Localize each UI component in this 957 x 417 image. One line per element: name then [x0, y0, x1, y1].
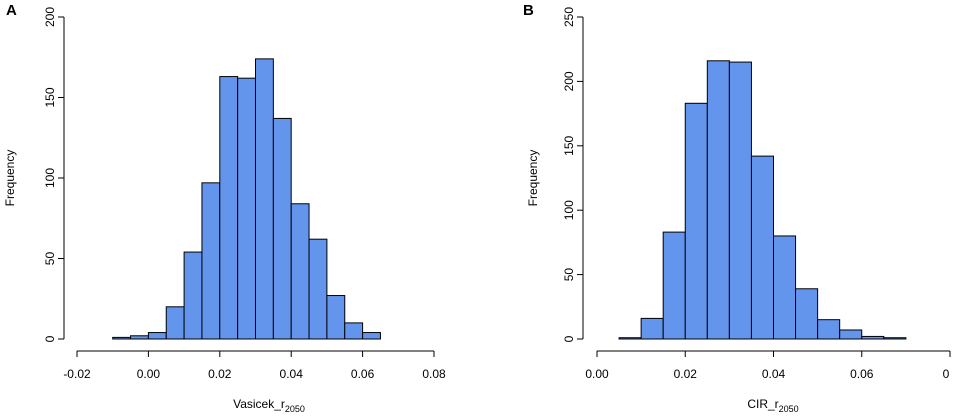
panel-b-bar-2	[662, 231, 686, 340]
panel-b-x-axis-title-main: CIR_r	[747, 397, 778, 411]
panel-b-x-ticks: 0.00 0.02 0.04 0.06 0	[585, 351, 951, 381]
panel-a-bar-3	[165, 306, 185, 340]
panel-b-bar-10	[839, 329, 863, 340]
panel-b-letter: B	[523, 2, 534, 19]
panel-a-bars	[112, 58, 381, 340]
panel-a-bar-14	[362, 332, 381, 340]
panel-a-x-tick-label-1: 0.00	[137, 367, 161, 381]
panel-b-bar-7	[773, 235, 797, 340]
panel-b-y-tick-label-1: 50	[562, 268, 576, 282]
panel-a-x-tick-label-3: 0.04	[280, 367, 304, 381]
panel-a-bar-6	[219, 76, 239, 340]
panel-b-bar-4	[706, 60, 730, 340]
panel-a-bar-1	[130, 335, 149, 340]
panel-b-x-axis-title-subscript: 2050	[779, 404, 799, 414]
panel-a-bar-13	[344, 322, 364, 340]
panel-a-y-tick-label-1: 50	[43, 252, 57, 266]
panel-a-bar-11	[308, 238, 328, 340]
panel-b-y-tick-label-2: 100	[562, 200, 576, 220]
panel-a-y-tick-label-3: 150	[43, 87, 57, 107]
panel-a-bar-7	[237, 77, 256, 340]
panel-b-y-tick-label-0: 0	[562, 335, 576, 342]
panel-b-y-tick-label-5: 250	[562, 7, 576, 27]
panel-a-y-tick-label-0: 0	[43, 335, 57, 342]
panel-b-bars	[618, 60, 907, 340]
panel-a-y-tick-label-4: 200	[43, 7, 57, 27]
panel-a-x-axis-title: Vasicek_r2050	[233, 397, 305, 414]
panel-a-bar-8	[255, 58, 274, 340]
panel-b-x-tick-label-0: 0.00	[585, 367, 609, 381]
panel-b-bar-1	[640, 317, 664, 340]
panel-b-x-tick-label-2: 0.04	[762, 367, 786, 381]
panel-b-bar-0	[618, 337, 642, 340]
panel-a-x-tick-label-2: 0.02	[208, 367, 232, 381]
panel-a-x-axis-title-subscript: 2050	[285, 404, 305, 414]
panel-b-bar-12	[883, 337, 907, 340]
panel-b-x-axis-title: CIR_r2050	[747, 397, 798, 414]
panel-b-y-ticks: 0 50 100 150 200 250	[562, 7, 583, 342]
panel-a-bar-0	[112, 336, 132, 340]
panel-a-bar-9	[272, 117, 292, 340]
panel-b-y-tick-label-3: 150	[562, 135, 576, 155]
panel-b-y-axis-title: Frequency	[526, 150, 540, 207]
panel-a-y-ticks: 0 50 100 150 200	[43, 7, 64, 342]
panel-a-bar-2	[147, 332, 167, 340]
panel-a-x-ticks: -0.02 0.00 0.02 0.04 0.06 0.08	[63, 351, 446, 381]
panel-b-bar-8	[795, 288, 819, 340]
panel-a-bar-12	[326, 295, 346, 340]
panel-a-x-tick-label-4: 0.06	[351, 367, 375, 381]
panel-b-bar-6	[750, 155, 774, 340]
panel-a-x-tick-label-0: -0.02	[63, 367, 91, 381]
panel-a-bar-10	[290, 203, 310, 340]
panel-b-bar-5	[728, 61, 752, 340]
panel-a-y-tick-label-2: 100	[43, 168, 57, 188]
panel-b-y-tick-label-4: 200	[562, 71, 576, 91]
panel-a: A 0 50 100 150 200 -0.02 0.00 0.02 0.04 0.06 0.08…	[3, 2, 446, 414]
panel-a-y-axis-title: Frequency	[3, 150, 17, 207]
panel-b-bar-3	[684, 102, 708, 340]
panel-b-x-tick-label-1: 0.02	[674, 367, 698, 381]
panel-b-x-tick-label-4: 0	[943, 367, 950, 381]
panel-a-letter: A	[6, 2, 17, 19]
panel-b-bar-11	[861, 335, 885, 340]
panel-b-bar-9	[817, 319, 841, 340]
panel-a-x-tick-label-5: 0.08	[422, 367, 446, 381]
panel-a-bar-5	[201, 182, 221, 340]
panel-a-x-axis-title-main: Vasicek_r	[233, 397, 285, 411]
panel-b-x-tick-label-3: 0.06	[850, 367, 874, 381]
panel-b: B 0 50 100 150 200 250 0.00 0.02 0.04 0.06 0 Freq…	[523, 2, 951, 414]
panel-a-bar-4	[183, 251, 203, 340]
